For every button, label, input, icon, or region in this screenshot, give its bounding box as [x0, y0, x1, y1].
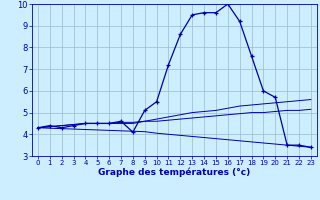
X-axis label: Graphe des températures (°c): Graphe des températures (°c) — [98, 168, 251, 177]
